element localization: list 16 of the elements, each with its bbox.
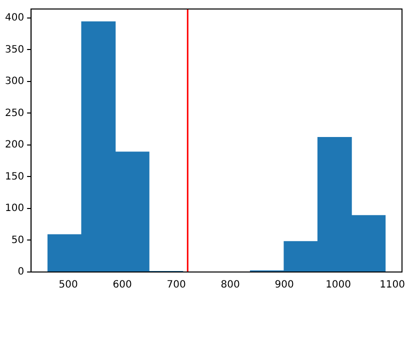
y-tick-label: 50 [11,234,24,246]
y-tick-label: 150 [4,171,24,182]
x-tick-label: 900 [274,280,294,291]
y-tick-label: 100 [4,203,24,214]
x-tick-label: 700 [166,280,186,291]
x-tick-label: 600 [112,280,132,291]
x-tick-label: 1100 [380,280,406,291]
y-tick-label: 350 [4,44,24,56]
y-tick-label: 250 [4,108,24,119]
y-tick-label: 300 [4,76,24,88]
y-tick-label: 400 [4,12,24,24]
x-tick-label: 800 [220,280,240,291]
x-tick-label: 500 [58,280,78,291]
y-tick-label: 0 [18,266,24,278]
y-tick-label: 200 [4,140,24,151]
x-tick-label: 1000 [326,280,352,291]
